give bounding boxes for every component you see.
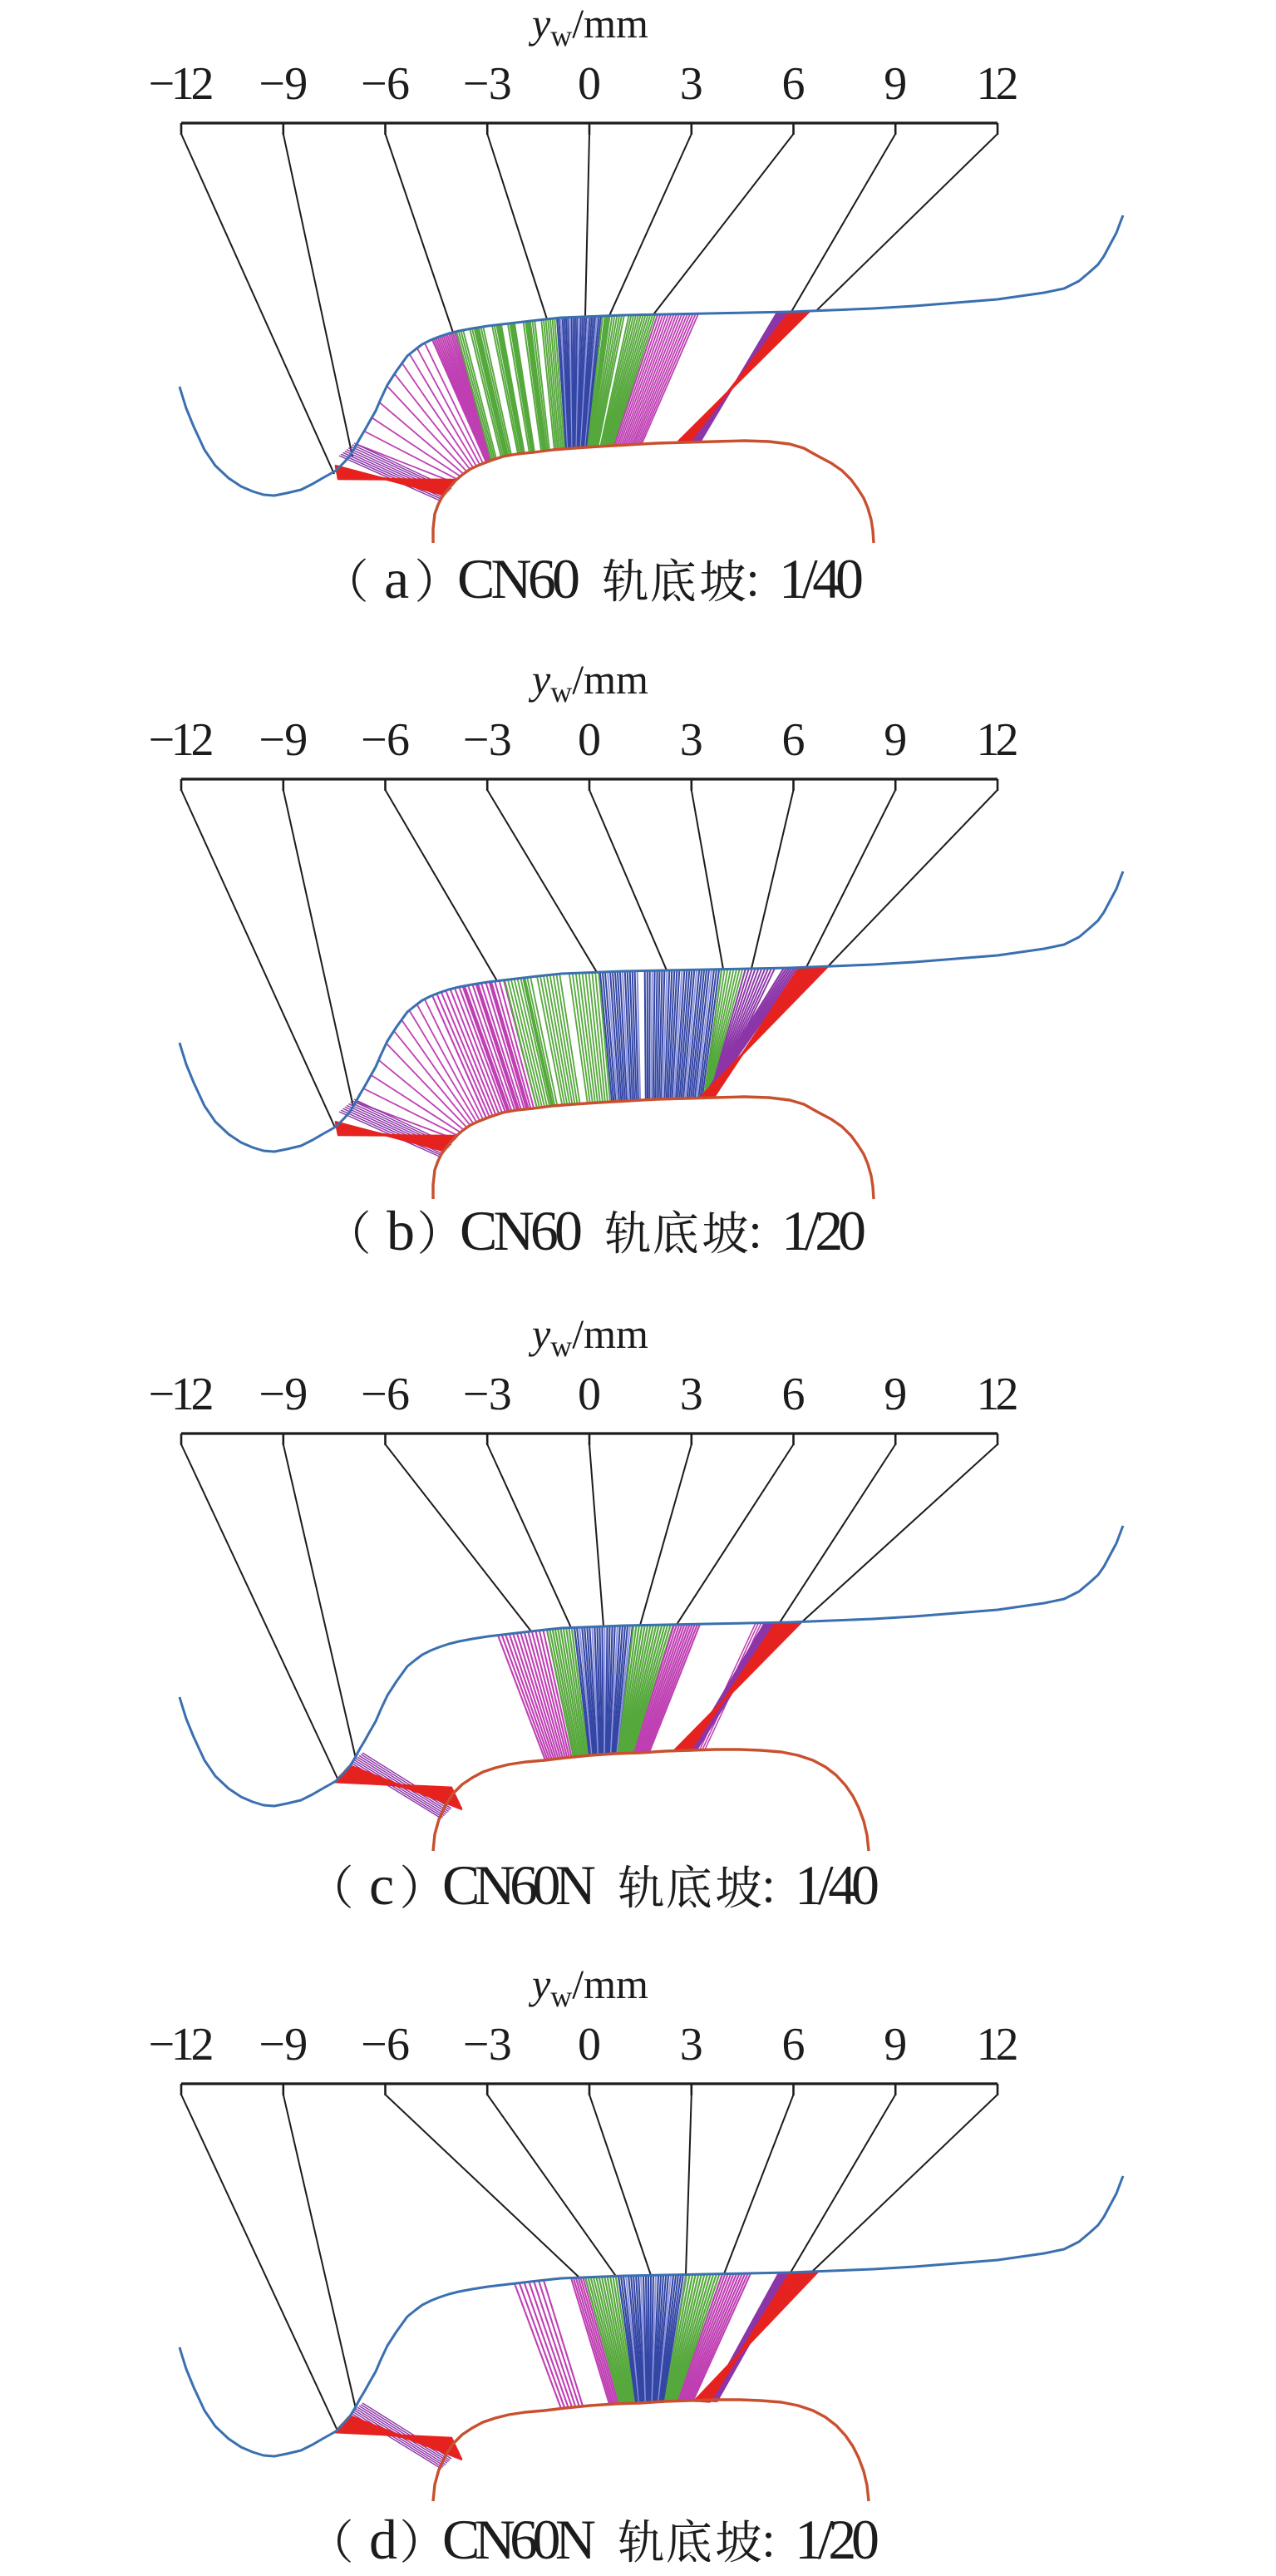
svg-text:−6: −6 [361,1369,410,1420]
svg-text:−12: −12 [149,714,214,766]
svg-text:−12: −12 [149,58,214,110]
svg-text:6: 6 [782,2019,806,2070]
svg-text:3: 3 [680,714,703,766]
svg-text:0: 0 [578,58,601,110]
svg-text:yw/mm: yw/mm [528,656,648,708]
svg-text:−3: −3 [463,1369,512,1420]
svg-text:3: 3 [680,58,703,110]
svg-text:3: 3 [680,1369,703,1420]
svg-text:−3: −3 [463,58,512,110]
svg-text:−9: −9 [259,714,308,766]
svg-text:9: 9 [884,714,907,766]
svg-text:9: 9 [884,58,907,110]
svg-text:9: 9 [884,1369,907,1420]
svg-text:a: a [384,547,409,610]
svg-text:CN60N: CN60N [442,1853,596,1917]
svg-text:1/40: 1/40 [779,547,864,610]
svg-text:6: 6 [782,1369,806,1420]
svg-text:b: b [387,1199,415,1262]
svg-text:3: 3 [680,2019,703,2070]
svg-text:−6: −6 [361,714,410,766]
svg-text:−9: −9 [259,58,308,110]
svg-text:1/40: 1/40 [795,1853,879,1917]
svg-text:CN60: CN60 [457,547,580,610]
svg-text:CN60: CN60 [460,1199,583,1262]
svg-text:−9: −9 [259,1369,308,1420]
svg-text:yw/mm: yw/mm [528,0,648,52]
svg-text:−9: −9 [259,2019,308,2070]
svg-text:12: 12 [977,1369,1019,1420]
svg-text:12: 12 [977,58,1019,110]
svg-text:6: 6 [782,714,806,766]
svg-text:0: 0 [578,2019,601,2070]
svg-text:6: 6 [782,58,806,110]
svg-text:c: c [369,1853,394,1917]
svg-text:−3: −3 [463,2019,512,2070]
svg-text:0: 0 [578,1369,601,1420]
svg-text:−3: −3 [463,714,512,766]
svg-text:12: 12 [977,2019,1019,2070]
svg-text:−12: −12 [149,1369,214,1420]
svg-text:−6: −6 [361,2019,410,2070]
svg-text:1/20: 1/20 [795,2508,879,2571]
svg-text:d: d [369,2508,397,2571]
svg-text:12: 12 [977,714,1019,766]
svg-text:0: 0 [578,714,601,766]
svg-text:−12: −12 [149,2019,214,2070]
svg-text:yw/mm: yw/mm [528,1310,648,1363]
svg-text:CN60N: CN60N [442,2508,596,2571]
svg-text:1/20: 1/20 [781,1199,866,1262]
svg-text:9: 9 [884,2019,907,2070]
svg-text:−6: −6 [361,58,410,110]
svg-text:yw/mm: yw/mm [528,1961,648,2013]
